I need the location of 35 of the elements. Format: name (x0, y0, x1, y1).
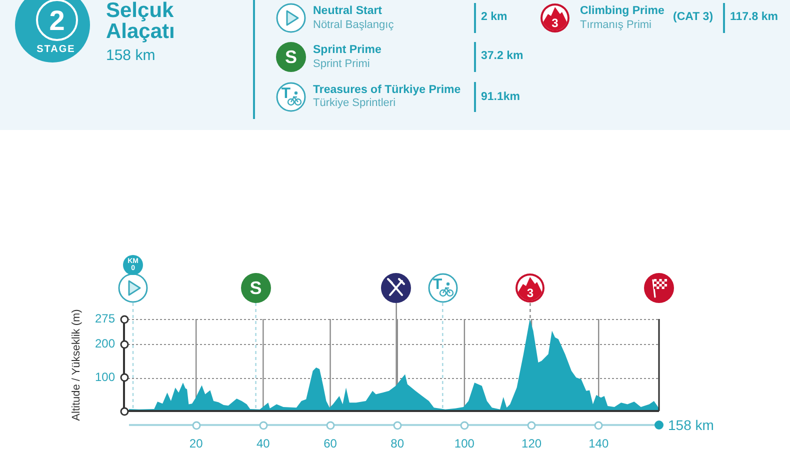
text: Nötral Başlangıç (313, 18, 394, 32)
text: Climbing Prime (580, 4, 664, 18)
x-tick-label: 40 (256, 436, 270, 451)
text: Tırmanış Primi (580, 18, 652, 32)
text: 37.2 km (481, 49, 524, 63)
text: Türkiye Sprintleri (313, 96, 396, 110)
chart-title: Selçuk Alaçatı (106, 0, 176, 43)
text: 2 (49, 4, 65, 38)
text: 91.1km (481, 90, 520, 104)
y-tick-label: 275 (94, 311, 116, 326)
text: S (250, 277, 262, 299)
text: Sprint Primi (313, 58, 370, 70)
x-tick-label: 120 (522, 436, 542, 451)
text: 3 (552, 16, 558, 30)
x-tick-label: 60 (324, 436, 338, 451)
text: (CAT 3) (673, 10, 714, 24)
text: Sprint Prime (313, 43, 382, 57)
text: 2 km (481, 10, 508, 24)
y-axis-title: Altitude / Yükseklik (m) (70, 309, 83, 421)
text: Treasures of Türkiye Prime (313, 83, 461, 97)
x-tick-label: 140 (588, 436, 609, 451)
text: Neutral Start (313, 4, 382, 18)
text: STAGE (36, 44, 76, 56)
y-tick-label: 100 (94, 370, 116, 384)
text: T (433, 276, 442, 294)
text: 158 km (668, 416, 714, 434)
y-tick-label: 200 (94, 336, 116, 350)
text: 117.8 km (730, 10, 778, 24)
x-tick-label: 80 (390, 436, 404, 451)
x-tick-label: 20 (189, 436, 204, 451)
chart-subtitle: 158 km (106, 47, 156, 65)
text: S (284, 46, 298, 68)
text: T (281, 85, 291, 103)
x-tick-label: 100 (454, 436, 475, 451)
text: 3 (526, 286, 534, 300)
